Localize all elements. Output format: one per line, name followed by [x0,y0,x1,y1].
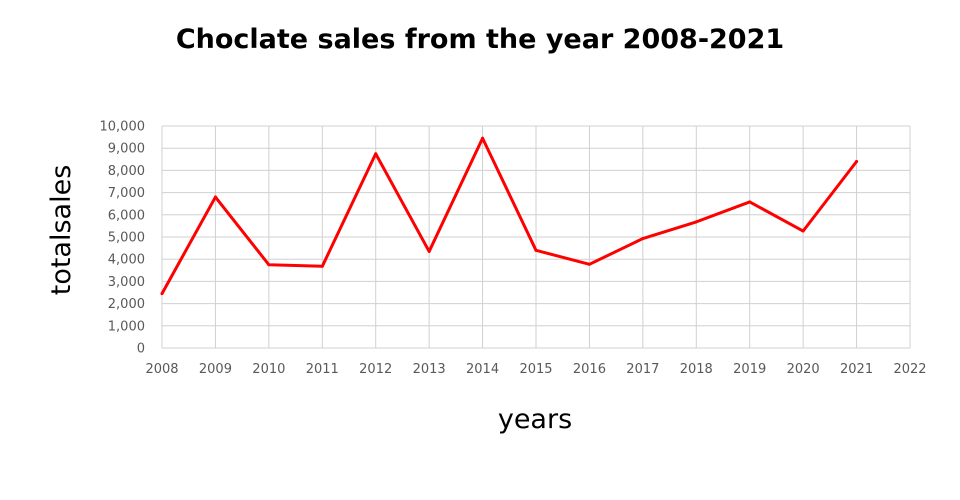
y-tick-label: 8,000 [108,164,145,179]
x-axis-title: years [498,404,572,435]
x-tick-label: 2019 [733,362,766,377]
y-tick-label: 0 [137,342,145,357]
x-tick-label: 2021 [840,362,873,377]
data-point [801,229,805,233]
y-tick-label: 9,000 [108,142,145,157]
x-tick-label: 2013 [413,362,446,377]
data-point [481,136,485,140]
data-point [855,160,859,164]
series-line [160,136,859,296]
series-layer [160,136,859,296]
data-point [267,263,271,267]
data-point [320,264,324,268]
y-tick-label: 5,000 [108,231,145,246]
x-tick-label: 2015 [519,362,552,377]
x-tick-label: 2012 [359,362,392,377]
x-tick-label: 2020 [787,362,820,377]
y-tick-label: 3,000 [108,275,145,290]
y-tick-label: 10,000 [100,120,146,135]
y-tick-label: 1,000 [108,319,145,334]
x-tick-label: 2008 [145,362,178,377]
data-point [213,195,217,199]
y-tick-label: 7,000 [108,186,145,201]
gridlines [161,125,911,349]
x-axis-ticks: 2008 2009 2010 2011 2012 2013 2014 2015 2016 2017… [145,362,926,377]
x-tick-label: 2017 [626,362,659,377]
data-point [160,292,164,296]
x-tick-label: 2016 [573,362,606,377]
x-tick-label: 2018 [680,362,713,377]
x-tick-label: 2009 [199,362,232,377]
data-point [587,262,591,266]
x-tick-label: 2011 [306,362,339,377]
data-point [374,152,378,156]
data-point [641,237,645,241]
x-tick-label: 2014 [466,362,499,377]
x-tick-label: 2022 [893,362,926,377]
data-point [748,200,752,204]
y-tick-label: 6,000 [108,208,145,223]
y-tick-label: 2,000 [108,297,145,312]
y-axis-title: totalsales [46,165,77,296]
chart-title: Choclate sales from the year 2008-2021 [175,24,785,55]
data-point [694,220,698,224]
y-tick-label: 4,000 [108,253,145,268]
data-point [534,248,538,252]
y-axis-ticks: 0 1,000 2,000 3,000 4,000 5,000 6,000 7,000 8,00… [100,120,146,357]
data-point [427,249,431,253]
x-tick-label: 2010 [252,362,285,377]
